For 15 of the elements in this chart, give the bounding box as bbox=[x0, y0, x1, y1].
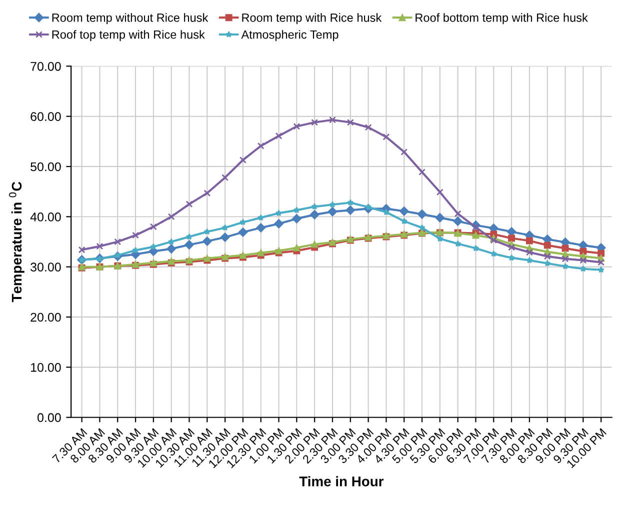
legend-label: Room temp without Rice husk bbox=[52, 13, 208, 24]
y-axis-title: Temperature in $^{0}$C bbox=[8, 182, 24, 302]
x-axis-title: Time in Hour bbox=[299, 476, 384, 486]
legend-label: Roof top temp with Rice husk bbox=[52, 30, 205, 42]
y-tick-label: 0.00 bbox=[38, 413, 61, 422]
y-tick-label: 10.00 bbox=[31, 363, 61, 372]
y-tick-label: 40.00 bbox=[30, 212, 61, 222]
y-tick-label: 70.00 bbox=[30, 62, 61, 71]
y-tick-label: 50.00 bbox=[30, 162, 61, 172]
y-tick-label: 20.00 bbox=[30, 312, 61, 322]
y-tick-label: 60.00 bbox=[30, 112, 61, 121]
legend-label: Atmospheric Temp bbox=[241, 30, 338, 42]
legend-label: Roof bottom temp with Rice husk bbox=[416, 13, 588, 24]
legend-label: Room temp with Rice husk bbox=[242, 13, 382, 24]
y-tick-label: 30.00 bbox=[30, 262, 61, 272]
